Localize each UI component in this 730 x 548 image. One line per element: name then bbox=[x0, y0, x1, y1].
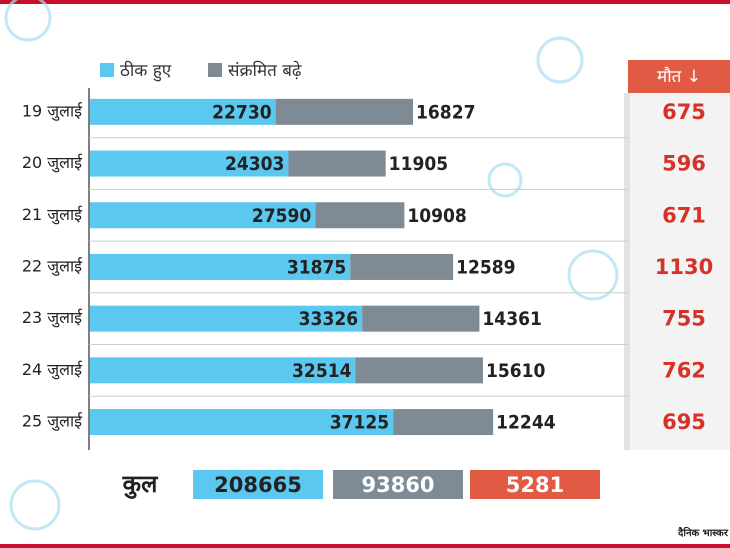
value-label: 16827 bbox=[416, 101, 475, 123]
bar-segment bbox=[288, 150, 386, 177]
bar-segment bbox=[90, 150, 289, 177]
total-value: 5281 bbox=[506, 473, 564, 497]
value-label: 27590 bbox=[252, 205, 312, 227]
bar-segment bbox=[315, 202, 405, 229]
bar-segment bbox=[393, 409, 494, 436]
deaths-value: 695 bbox=[662, 410, 706, 434]
deaths-value: 596 bbox=[662, 152, 706, 176]
legend-swatch bbox=[208, 63, 222, 77]
legend-label: संक्रमित बढ़े bbox=[228, 60, 302, 81]
bar-segment bbox=[90, 357, 356, 384]
value-label: 31875 bbox=[287, 256, 346, 278]
total-value: 208665 bbox=[214, 473, 302, 497]
total-box bbox=[193, 470, 323, 499]
value-label: 12589 bbox=[456, 256, 515, 278]
deaths-value: 675 bbox=[662, 100, 706, 124]
value-label: 22730 bbox=[212, 101, 272, 123]
value-label: 10908 bbox=[407, 205, 466, 227]
bar-segment bbox=[90, 202, 316, 229]
category-label: 22 जुलाई bbox=[22, 256, 83, 276]
deaths-column-shadow bbox=[624, 93, 630, 450]
virus-decoration bbox=[4, 0, 619, 531]
category-label: 23 जुलाई bbox=[22, 308, 83, 328]
deaths-value: 1130 bbox=[655, 255, 713, 279]
bar-segment bbox=[275, 98, 414, 125]
logo: दैनिक भास्कर bbox=[677, 526, 729, 539]
deaths-value: 762 bbox=[662, 358, 706, 382]
total-box bbox=[470, 470, 600, 499]
deaths-value: 755 bbox=[662, 307, 706, 331]
value-label: 12244 bbox=[496, 412, 556, 434]
legend-label: ठीक हुए bbox=[120, 60, 172, 82]
category-label: 24 जुलाई bbox=[22, 360, 83, 380]
total-value: 93860 bbox=[361, 473, 434, 497]
deaths-header bbox=[628, 60, 730, 93]
category-label: 25 जुलाई bbox=[22, 412, 83, 432]
top-border bbox=[0, 0, 730, 4]
value-label: 33326 bbox=[299, 308, 358, 330]
deaths-column bbox=[628, 93, 730, 450]
bottom-border bbox=[0, 544, 730, 548]
value-label: 32514 bbox=[292, 360, 352, 382]
value-label: 24303 bbox=[225, 153, 284, 175]
bar-segment bbox=[355, 357, 483, 384]
category-label: 20 जुलाई bbox=[22, 153, 83, 173]
bar-segment bbox=[362, 305, 480, 332]
totals-label: कुल bbox=[122, 470, 159, 499]
value-label: 11905 bbox=[389, 153, 448, 175]
category-label: 19 जुलाई bbox=[22, 101, 83, 121]
bar-segment bbox=[90, 253, 351, 280]
bar-segment bbox=[350, 253, 454, 280]
value-label: 37125 bbox=[330, 412, 389, 434]
category-label: 21 जुलाई bbox=[22, 205, 83, 225]
bar-segment bbox=[90, 305, 363, 332]
bar-segment bbox=[90, 98, 276, 125]
value-label: 14361 bbox=[482, 308, 541, 330]
deaths-value: 671 bbox=[662, 203, 706, 227]
bar-segment bbox=[90, 409, 394, 436]
value-label: 15610 bbox=[486, 360, 546, 382]
legend-swatch bbox=[100, 63, 114, 77]
total-box bbox=[333, 470, 463, 499]
deaths-title: मौत ↓ bbox=[657, 66, 701, 87]
